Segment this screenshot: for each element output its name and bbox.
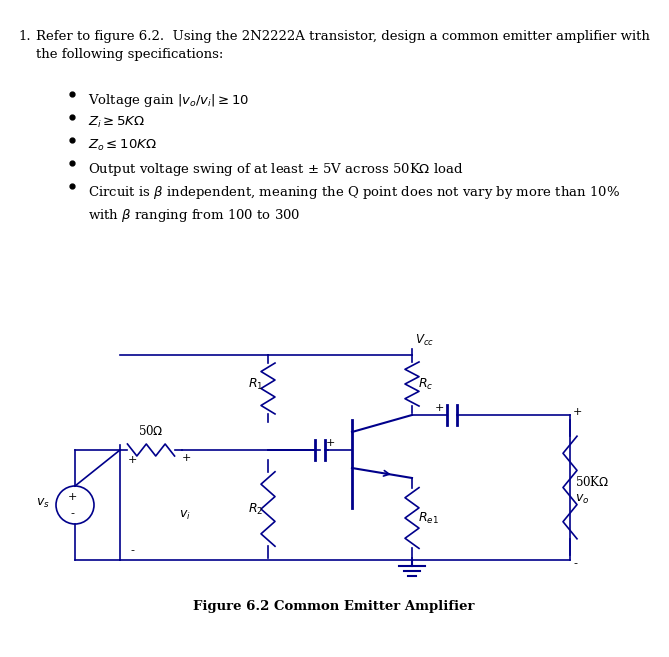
Text: $R_{e1}$: $R_{e1}$ (418, 510, 439, 526)
Text: $R_2$: $R_2$ (248, 501, 263, 516)
Text: Refer to figure 6.2.  Using the 2N2222A transistor, design a common emitter ampl: Refer to figure 6.2. Using the 2N2222A t… (36, 30, 650, 43)
Text: Output voltage swing of at least $\pm$ 5V across 50K$\Omega$ load: Output voltage swing of at least $\pm$ 5… (88, 161, 464, 178)
Text: +: + (68, 492, 77, 502)
Text: Figure 6.2 Common Emitter Amplifier: Figure 6.2 Common Emitter Amplifier (193, 600, 475, 613)
Text: 50$\Omega$: 50$\Omega$ (138, 424, 164, 438)
Text: -: - (573, 558, 577, 568)
Text: +: + (434, 403, 444, 413)
Text: $R_1$: $R_1$ (248, 377, 263, 392)
Text: $v_o$: $v_o$ (575, 493, 589, 506)
Text: $R_c$: $R_c$ (418, 376, 434, 392)
Text: +: + (181, 453, 191, 463)
Text: the following specifications:: the following specifications: (36, 48, 223, 61)
Text: +: + (573, 407, 583, 417)
Text: $V_{cc}$: $V_{cc}$ (415, 333, 434, 348)
Text: +: + (325, 438, 334, 448)
Text: with $\beta$ ranging from 100 to 300: with $\beta$ ranging from 100 to 300 (88, 207, 300, 224)
Text: -: - (130, 545, 134, 555)
Text: -: - (70, 508, 74, 518)
Text: Circuit is $\beta$ independent, meaning the Q point does not vary by more than 1: Circuit is $\beta$ independent, meaning … (88, 184, 620, 201)
Text: $v_i$: $v_i$ (179, 509, 191, 522)
Text: $Z_o \leq 10K\Omega$: $Z_o \leq 10K\Omega$ (88, 138, 157, 153)
Text: 50K$\Omega$: 50K$\Omega$ (575, 476, 609, 489)
Text: $Z_i \geq 5K\Omega$: $Z_i \geq 5K\Omega$ (88, 115, 145, 130)
Text: Voltage gain $|v_o/v_i| \geq 10$: Voltage gain $|v_o/v_i| \geq 10$ (88, 92, 250, 109)
Text: $v_s$: $v_s$ (36, 497, 50, 510)
Text: 1.: 1. (18, 30, 31, 43)
Text: +: + (127, 455, 136, 465)
